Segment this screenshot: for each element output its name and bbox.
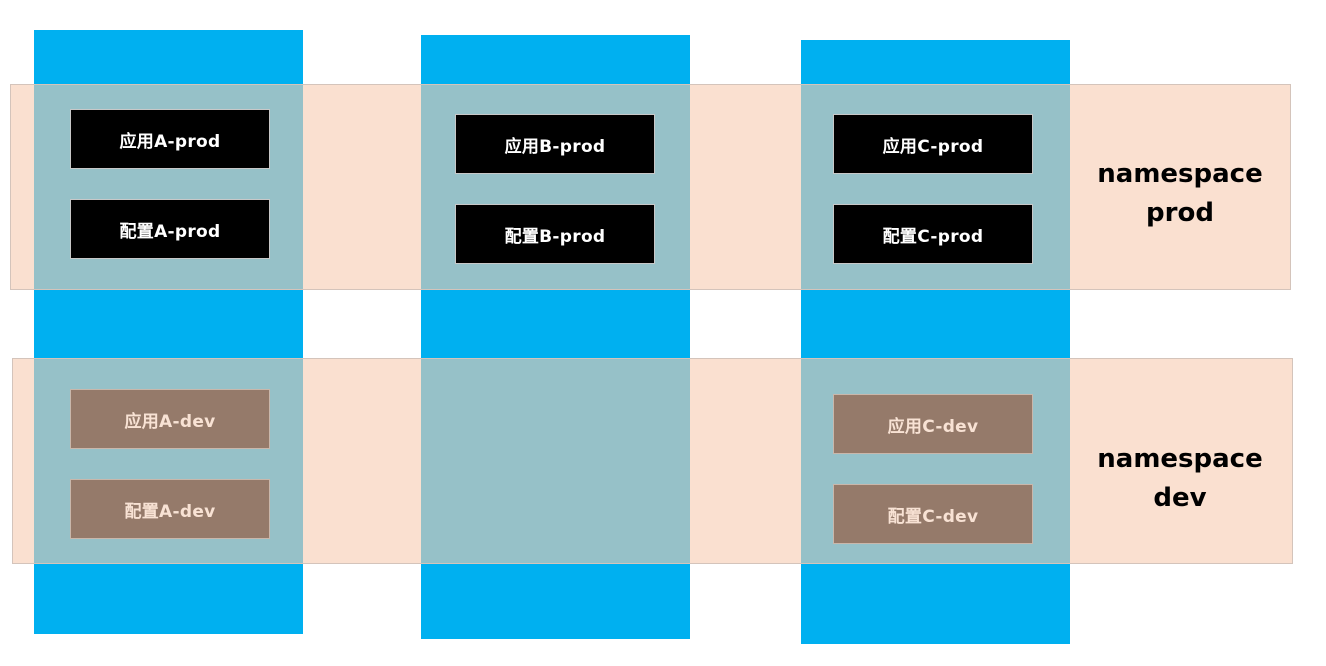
namespace-prod-label: namespace prod (1080, 155, 1280, 233)
config-c-prod-box: 配置C-prod (833, 204, 1033, 264)
app-b-prod-box: 应用B-prod (455, 114, 655, 174)
config-b-prod-box: 配置B-prod (455, 204, 655, 264)
app-a-dev-box: 应用A-dev (70, 389, 270, 449)
namespace-dev-label: namespace dev (1080, 440, 1280, 518)
overlap-b-dev (421, 359, 690, 563)
namespace-prod-label-line2: prod (1146, 198, 1214, 228)
app-c-prod-box: 应用C-prod (833, 114, 1033, 174)
namespace-dev-label-line2: dev (1153, 483, 1207, 513)
config-a-prod-box: 配置A-prod (70, 199, 270, 259)
config-a-dev-box: 配置A-dev (70, 479, 270, 539)
namespace-prod-label-line1: namespace (1097, 159, 1263, 189)
namespace-dev-label-line1: namespace (1097, 444, 1263, 474)
config-c-dev-box: 配置C-dev (833, 484, 1033, 544)
app-a-prod-box: 应用A-prod (70, 109, 270, 169)
app-c-dev-box: 应用C-dev (833, 394, 1033, 454)
